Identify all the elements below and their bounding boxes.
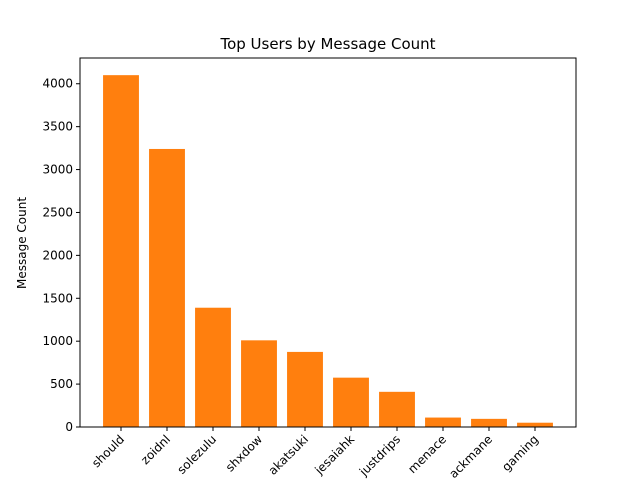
y-tick-label: 3000	[42, 163, 73, 177]
x-tick-label: zoidnl	[138, 432, 173, 467]
y-tick-label: 4000	[42, 77, 73, 91]
bar-jesaiahk	[333, 377, 369, 427]
bar-shxdow	[241, 340, 277, 427]
x-tick-label: jesaiahk	[311, 432, 357, 478]
y-tick-label: 2000	[42, 248, 73, 262]
bars-group	[103, 75, 553, 427]
y-tick-label: 2500	[42, 205, 73, 219]
x-tick-label: akatsuki	[266, 432, 311, 477]
x-tick-label: justdrips	[356, 432, 403, 479]
bar-menace	[425, 417, 461, 427]
x-axis-ticks: should zoidnl solezulu shxdow akatsuki jesaia…	[89, 427, 541, 480]
bar-akatsuki	[287, 351, 323, 427]
y-tick-label: 500	[50, 377, 73, 391]
bar-zoidnl	[149, 148, 185, 427]
x-tick-label: shxdow	[223, 432, 265, 474]
bar-solezulu	[195, 307, 231, 427]
bar-gaming	[517, 422, 553, 427]
x-tick-label: menace	[405, 432, 449, 476]
bar-should	[103, 75, 139, 427]
bar-justdrips	[379, 391, 415, 427]
x-tick-label: gaming	[499, 432, 541, 474]
y-axis-label: Message Count	[15, 197, 29, 289]
plot-frame	[79, 57, 577, 428]
y-axis-ticks: 0 500 1000 1500 2000 2500 3000 3500 4000	[42, 77, 80, 434]
y-tick-label: 3500	[42, 120, 73, 134]
x-tick-label: solezulu	[174, 432, 219, 477]
chart-title: Top Users by Message Count	[219, 35, 435, 53]
bar-ackmane	[471, 418, 507, 427]
y-tick-label: 0	[65, 420, 73, 434]
y-tick-label: 1000	[42, 334, 73, 348]
y-tick-label: 1500	[42, 291, 73, 305]
x-tick-label: should	[89, 432, 127, 470]
x-tick-label: ackmane	[446, 432, 495, 480]
